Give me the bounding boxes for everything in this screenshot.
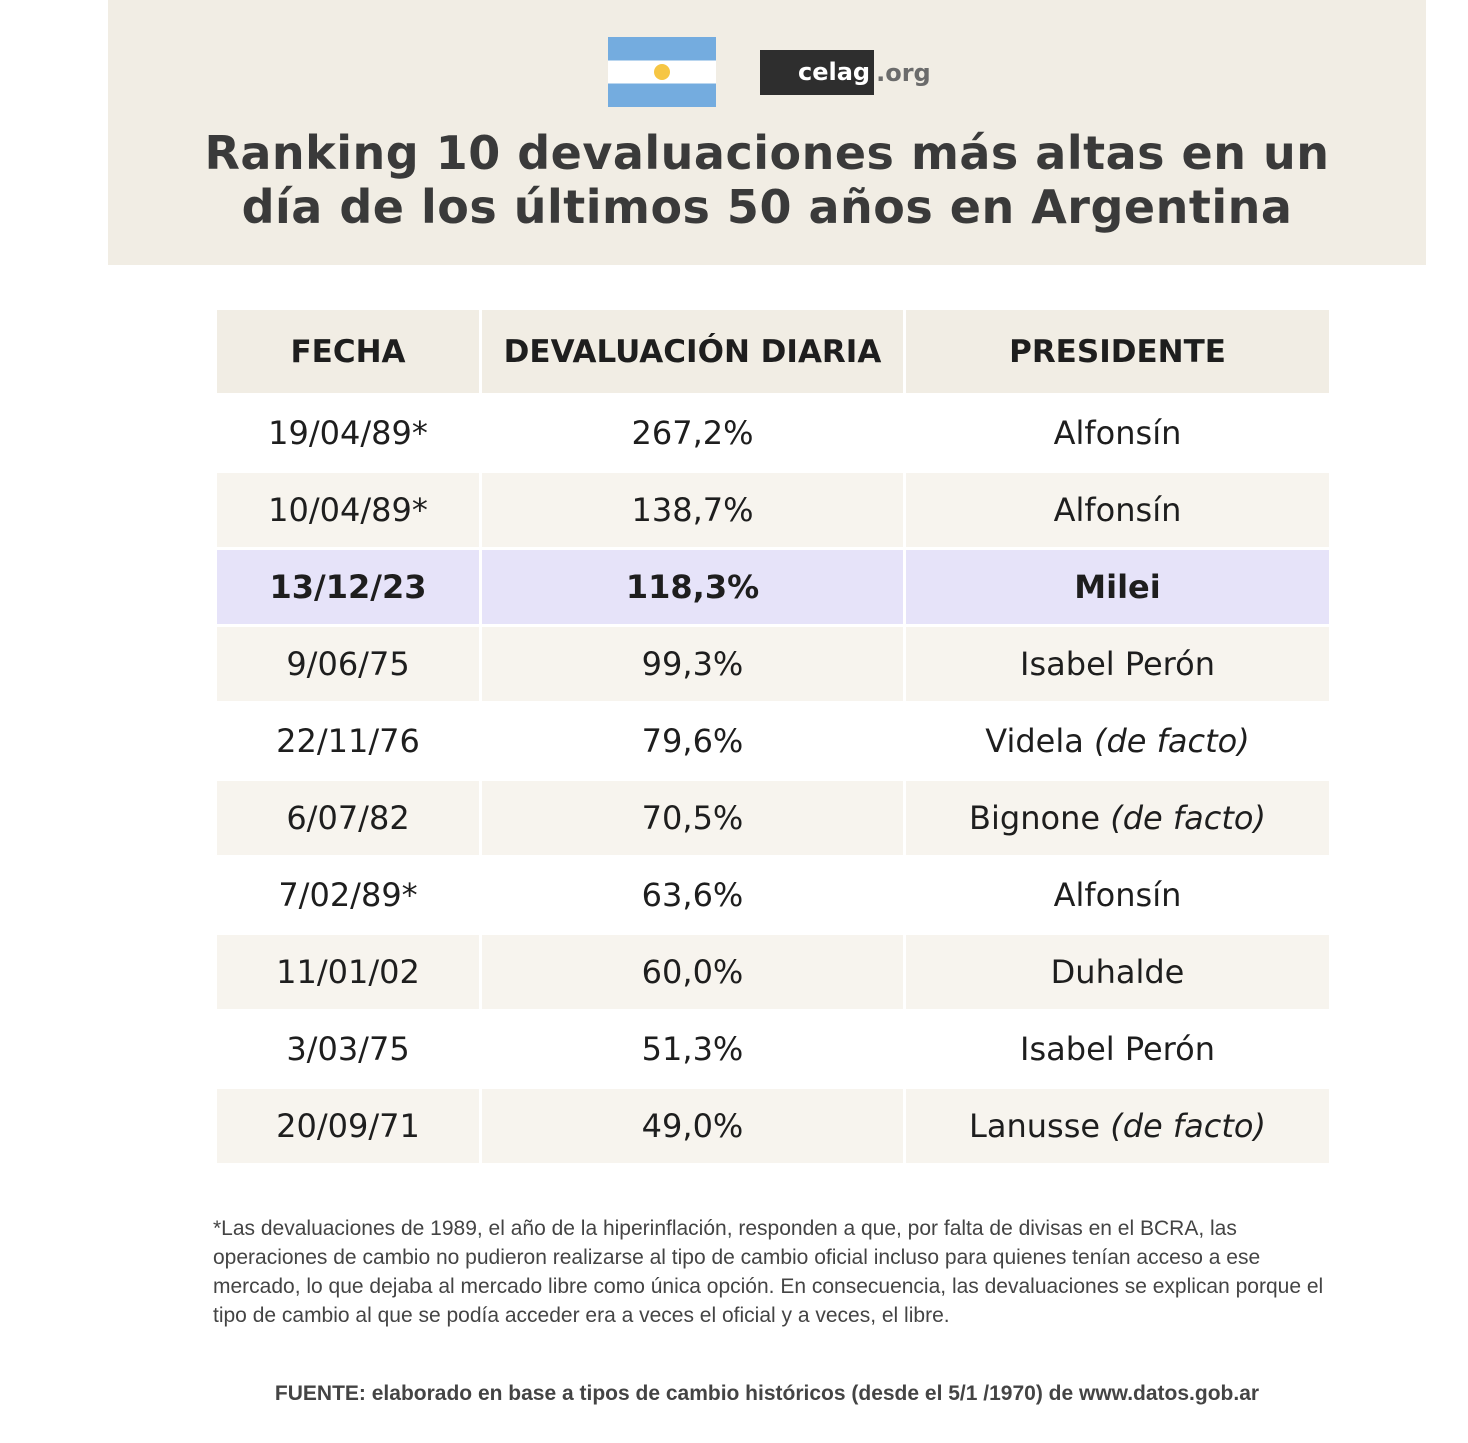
cell-devaluacion: 70,5%: [482, 778, 906, 855]
table-row: 9/06/75 99,3% Isabel Perón: [217, 624, 1329, 701]
cell-fecha: 10/04/89*: [217, 470, 482, 547]
president-name: Lanusse: [969, 1107, 1101, 1145]
table-row: 3/03/75 51,3% Isabel Perón: [217, 1009, 1329, 1086]
president-name: Isabel Perón: [1020, 1030, 1215, 1068]
table-row: 19/04/89* 267,2% Alfonsín: [217, 393, 1329, 470]
celag-logo: celag .org: [760, 50, 931, 95]
president-name: Duhalde: [1050, 953, 1185, 991]
sun-of-may-icon: [654, 64, 670, 80]
cell-presidente: Alfonsín: [906, 470, 1329, 547]
cell-devaluacion: 138,7%: [482, 470, 906, 547]
column-header-presidente: PRESIDENTE: [906, 310, 1329, 393]
table-row: 20/09/71 49,0% Lanusse (de facto): [217, 1086, 1329, 1163]
cell-devaluacion: 118,3%: [482, 547, 906, 624]
source-note: FUENTE: elaborado en base a tipos de cam…: [274, 1382, 1260, 1405]
header-band: [108, 0, 1426, 265]
cell-fecha: 6/07/82: [217, 778, 482, 855]
president-name: Alfonsín: [1053, 414, 1182, 452]
table-body: 19/04/89* 267,2% Alfonsín 10/04/89* 138,7% Al…: [217, 393, 1329, 1163]
cell-presidente: Duhalde: [906, 932, 1329, 1009]
cell-fecha: 22/11/76: [217, 701, 482, 778]
table-row: 11/01/02 60,0% Duhalde: [217, 932, 1329, 1009]
president-name: Alfonsín: [1053, 491, 1182, 529]
president-name: Bignone: [969, 799, 1101, 837]
page-title: Ranking 10 devaluaciones más altas en un…: [108, 126, 1426, 234]
cell-devaluacion: 63,6%: [482, 855, 906, 932]
cell-fecha: 20/09/71: [217, 1086, 482, 1163]
argentina-flag-icon: [608, 37, 716, 107]
cell-fecha: 19/04/89*: [217, 393, 482, 470]
table-row: 10/04/89* 138,7% Alfonsín: [217, 470, 1329, 547]
title-line-1: Ranking 10 devaluaciones más altas en un: [204, 126, 1330, 180]
column-header-devaluacion: DEVALUACIÓN DIARIA: [482, 310, 906, 393]
cell-fecha: 7/02/89*: [217, 855, 482, 932]
president-note: (de facto): [1110, 799, 1266, 837]
president-name: Isabel Perón: [1020, 645, 1215, 683]
cell-presidente: Videla (de facto): [906, 701, 1329, 778]
cell-fecha: 11/01/02: [217, 932, 482, 1009]
column-header-fecha: FECHA: [217, 310, 482, 393]
title-line-2: día de los últimos 50 años en Argentina: [241, 180, 1293, 234]
cell-presidente: Milei: [906, 547, 1329, 624]
president-name: Milei: [1074, 568, 1161, 606]
cell-presidente: Isabel Perón: [906, 1009, 1329, 1086]
president-name: Alfonsín: [1053, 876, 1182, 914]
cell-fecha: 3/03/75: [217, 1009, 482, 1086]
president-note: (de facto): [1094, 722, 1250, 760]
cell-presidente: Isabel Perón: [906, 624, 1329, 701]
cell-devaluacion: 267,2%: [482, 393, 906, 470]
ranking-table: FECHA DEVALUACIÓN DIARIA PRESIDENTE 19/0…: [217, 310, 1329, 1163]
table-row: 22/11/76 79,6% Videla (de facto): [217, 701, 1329, 778]
cell-presidente: Bignone (de facto): [906, 778, 1329, 855]
president-name: Videla: [985, 722, 1084, 760]
table-row: 6/07/82 70,5% Bignone (de facto): [217, 778, 1329, 855]
cell-devaluacion: 60,0%: [482, 932, 906, 1009]
president-note: (de facto): [1110, 1107, 1266, 1145]
footnote: *Las devaluaciones de 1989, el año de la…: [213, 1217, 1324, 1327]
cell-devaluacion: 51,3%: [482, 1009, 906, 1086]
cell-fecha: 13/12/23: [217, 547, 482, 624]
cell-presidente: Alfonsín: [906, 393, 1329, 470]
table-row: 7/02/89* 63,6% Alfonsín: [217, 855, 1329, 932]
cell-devaluacion: 49,0%: [482, 1086, 906, 1163]
table-row-highlighted: 13/12/23 118,3% Milei: [217, 547, 1329, 624]
cell-devaluacion: 99,3%: [482, 624, 906, 701]
logo-brand: celag: [760, 50, 875, 95]
cell-devaluacion: 79,6%: [482, 701, 906, 778]
cell-fecha: 9/06/75: [217, 624, 482, 701]
cell-presidente: Lanusse (de facto): [906, 1086, 1329, 1163]
table-header-row: FECHA DEVALUACIÓN DIARIA PRESIDENTE: [217, 310, 1329, 393]
cell-presidente: Alfonsín: [906, 855, 1329, 932]
logo-suffix: .org: [876, 58, 931, 87]
